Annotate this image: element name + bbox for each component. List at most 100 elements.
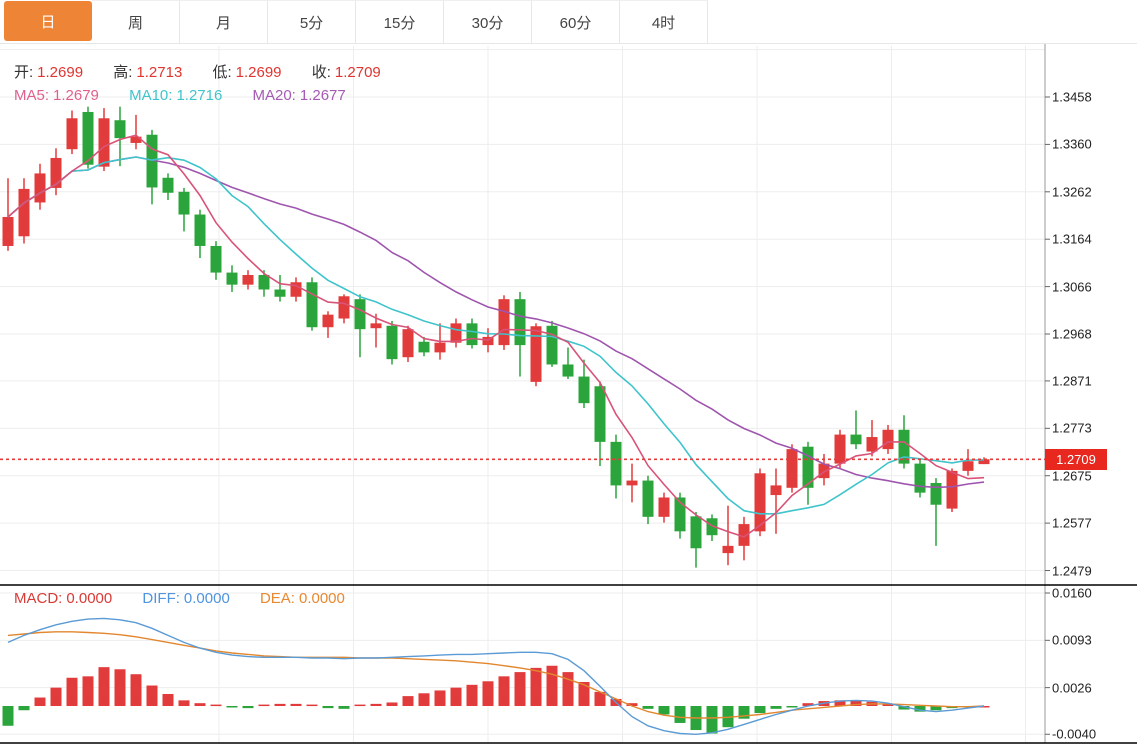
candle-body (2, 216, 14, 246)
price-axis-label: 1.3360 (1052, 136, 1092, 152)
macd-hist-bar (242, 706, 254, 709)
candle-body (722, 545, 734, 554)
candle-body (770, 485, 782, 496)
ma5-label: MA5: (14, 87, 50, 104)
macd-hist-bar (322, 706, 334, 709)
macd-hist-bar (562, 672, 574, 706)
macd-hist-bar (2, 706, 14, 726)
candle-body (434, 342, 446, 353)
macd-hist-bar (850, 700, 862, 706)
candle-body (514, 299, 526, 346)
macd-hist-bar (802, 703, 814, 706)
macd-hist-bar (578, 681, 590, 706)
ma-readout: MA5: 1.2679 MA10: 1.2716 MA20: 1.2677 (14, 87, 350, 104)
macd-hist-bar (914, 706, 926, 712)
timeframe-tabbar: 日周月 5分 15分 30分 60分 4时 (0, 0, 1137, 44)
candle-body (98, 118, 110, 167)
candle-body (146, 134, 158, 188)
macd-hist-bar (834, 700, 846, 706)
macd-hist-bar (210, 704, 222, 707)
macd-hist-bar (706, 706, 718, 734)
macd-hist-bar (530, 667, 542, 706)
candle-body (578, 376, 590, 404)
candle-body (962, 461, 974, 471)
macd-hist-bar (738, 706, 750, 719)
macd-hist-bar (194, 703, 206, 706)
tab-8[interactable]: 4时 (620, 0, 708, 43)
macd-hist-bar (82, 676, 94, 706)
macd-hist-bar (466, 684, 478, 706)
macd-axis-label: 0.0093 (1052, 632, 1092, 648)
macd-readout: MACD: 0.0000 DIFF: 0.0000 DEA: 0.0000 (14, 590, 349, 607)
candle-body (194, 214, 206, 246)
candle-body (386, 325, 398, 360)
diff-value: 0.0000 (183, 590, 230, 607)
tab-5[interactable]: 15分 (356, 0, 444, 43)
close-label: 收: (311, 64, 331, 81)
candle-body (66, 118, 78, 150)
candle-body (242, 274, 254, 285)
candle-body (786, 449, 798, 488)
price-axis-label: 1.2675 (1052, 468, 1092, 484)
macd-hist-bar (482, 681, 494, 706)
tab-1[interactable]: 日 (4, 1, 92, 41)
dea-line (7, 631, 985, 719)
macd-label: MACD: (14, 590, 63, 607)
tab-7[interactable]: 60分 (532, 0, 620, 43)
macd-hist-bar (370, 703, 382, 706)
macd-hist-bar (290, 703, 302, 706)
candle-body (226, 272, 238, 285)
candle-body (914, 463, 926, 493)
macd-hist-bar (178, 700, 190, 706)
candle-body (594, 386, 606, 442)
candle-body (82, 111, 94, 165)
tab-4[interactable]: 5分 (268, 0, 356, 43)
ma10-label: MA10: (129, 87, 173, 104)
candle-body (930, 482, 942, 505)
candle-body (706, 518, 718, 536)
tab-2[interactable]: 周 (92, 0, 180, 43)
ma20-line (7, 156, 985, 489)
high-label: 高: (113, 64, 133, 81)
candle-body (530, 326, 542, 382)
macd-hist-bar (98, 667, 110, 706)
macd-axis-label: 0.0160 (1052, 585, 1092, 601)
candle-body (466, 323, 478, 346)
macd-hist-bar (498, 676, 510, 706)
macd-hist-bar (338, 706, 350, 709)
macd-hist-bar (114, 669, 126, 706)
ma20-value: 1.2677 (299, 87, 346, 104)
candle-body (450, 323, 462, 343)
macd-hist-bar (450, 687, 462, 706)
candle-body (562, 364, 574, 377)
price-axis-label: 1.3066 (1052, 279, 1092, 295)
macd-hist-bar (722, 706, 734, 728)
macd-hist-bar (354, 704, 366, 707)
candle-body (482, 336, 494, 346)
macd-hist-bar (642, 706, 654, 709)
macd-hist-bar (130, 674, 142, 706)
macd-value: 0.0000 (66, 590, 113, 607)
price-axis-label: 1.3262 (1052, 184, 1092, 200)
candle-body (370, 323, 382, 329)
candle-body (210, 245, 222, 273)
candle-body (18, 188, 30, 237)
candle-body (738, 524, 750, 546)
price-axis-label: 1.2968 (1052, 326, 1092, 342)
macd-hist-bar (258, 704, 270, 707)
candle-body (114, 120, 126, 139)
price-axis-label: 1.2577 (1052, 515, 1092, 531)
macd-hist-bar (674, 706, 686, 723)
ma5-line (7, 134, 985, 538)
macd-hist-bar (770, 706, 782, 709)
diff-line (7, 617, 985, 736)
candle-body (338, 296, 350, 319)
macd-hist-bar (66, 677, 78, 706)
open-value: 1.2699 (37, 64, 84, 81)
macd-axis-label: 0.0026 (1052, 680, 1092, 696)
low-value: 1.2699 (235, 64, 282, 81)
tab-3[interactable]: 月 (180, 0, 268, 43)
candle-body (162, 177, 174, 193)
tab-6[interactable]: 30分 (444, 0, 532, 43)
candle-body (290, 282, 302, 297)
